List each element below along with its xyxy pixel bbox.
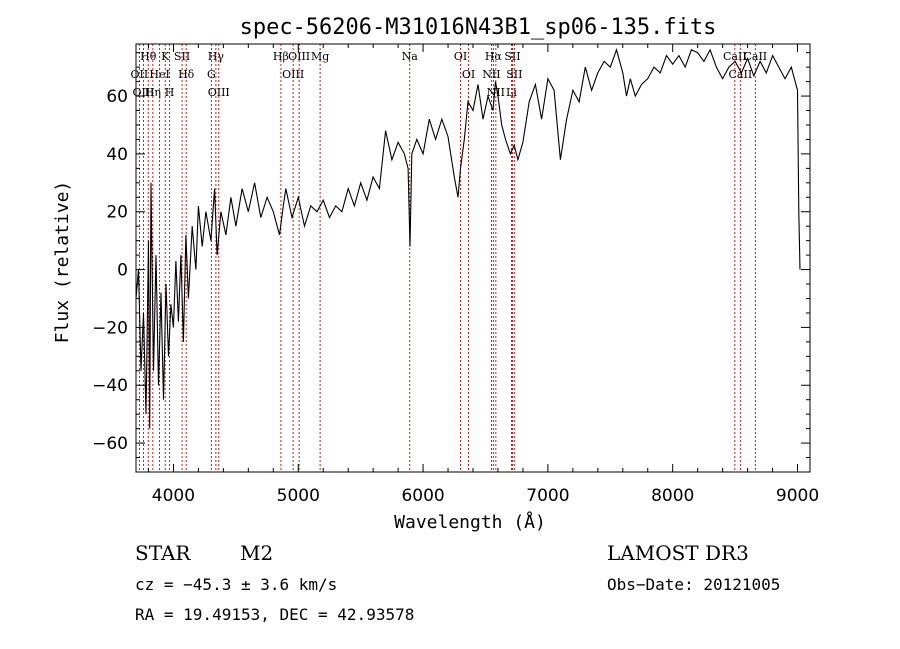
x-tick-label: 4000 xyxy=(152,486,195,506)
line-label: OIII xyxy=(208,86,230,99)
line-label: SII xyxy=(174,50,190,63)
line-label: CaII xyxy=(743,50,767,63)
y-tick-label: −20 xyxy=(92,318,128,338)
line-label: OII xyxy=(131,68,149,81)
object-subclass: M2 xyxy=(240,541,273,565)
x-tick-label: 6000 xyxy=(401,486,444,506)
line-label: Na xyxy=(402,50,419,63)
line-label: Hδ xyxy=(178,68,195,81)
x-tick-label: 9000 xyxy=(776,486,819,506)
line-label: G xyxy=(207,68,216,81)
x-tick-label: 5000 xyxy=(277,486,320,506)
x-tick-label: 8000 xyxy=(651,486,694,506)
redshift-cz: cz = −45.3 ± 3.6 km/s xyxy=(135,575,337,594)
line-label: Hβ xyxy=(273,50,289,63)
line-label: OIII xyxy=(288,50,310,63)
x-axis-ticks: 4000 5000 6000 7000 8000 9000 xyxy=(147,44,819,506)
chart-title: spec-56206-M31016N43B1_sp06-135.fits xyxy=(240,15,717,40)
line-label: Hθ xyxy=(140,50,157,63)
line-label: OI xyxy=(462,68,475,81)
obs-date: Obs−Date: 20121005 xyxy=(607,575,780,594)
line-label: HeI xyxy=(149,68,169,81)
line-label: Hη xyxy=(145,86,161,99)
line-label: Hα xyxy=(485,50,503,63)
x-tick-label: 7000 xyxy=(526,486,569,506)
line-label: Li xyxy=(506,86,517,99)
y-axis-label: Flux (relative) xyxy=(52,181,73,344)
survey-name: LAMOST DR3 xyxy=(607,541,749,565)
y-axis-ticks: −60 −40 −20 0 20 40 60 xyxy=(92,52,810,473)
line-label: NII xyxy=(487,86,505,99)
y-tick-label: 60 xyxy=(106,87,128,107)
line-label: Mg xyxy=(311,50,329,63)
y-tick-label: −40 xyxy=(92,376,128,396)
line-label: Hγ xyxy=(208,50,225,63)
line-label: OIII xyxy=(282,68,304,81)
line-label: CaII xyxy=(729,68,753,81)
line-markers xyxy=(138,44,756,472)
flux-series-line xyxy=(135,47,801,429)
y-tick-label: 20 xyxy=(106,203,128,223)
line-label: H xyxy=(165,86,175,99)
object-class: STAR xyxy=(135,541,191,565)
y-tick-label: 40 xyxy=(106,145,128,165)
line-label: CaII xyxy=(723,50,747,63)
line-label: SII xyxy=(506,68,522,81)
ra-dec: RA = 19.49153, DEC = 42.93578 xyxy=(135,605,414,624)
y-tick-label: −60 xyxy=(92,434,128,454)
line-label: K xyxy=(161,50,170,63)
line-label: NII xyxy=(482,68,500,81)
y-tick-label: 0 xyxy=(117,261,128,281)
x-axis-label: Wavelength (Å) xyxy=(394,511,546,533)
line-label: OI xyxy=(454,50,467,63)
line-label: SII xyxy=(504,50,520,63)
